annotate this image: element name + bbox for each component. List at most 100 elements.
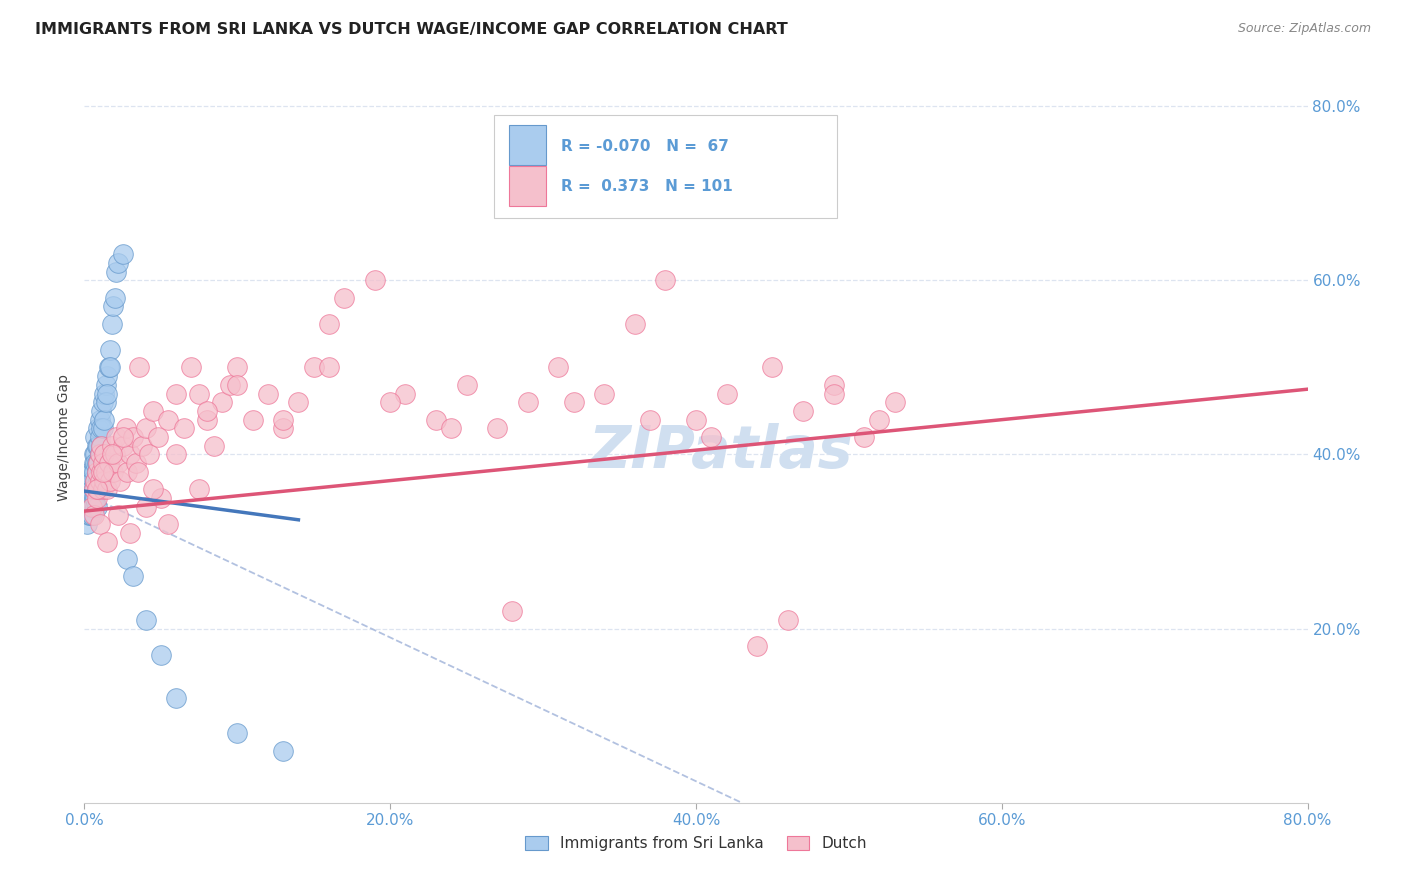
Point xyxy=(86,439,108,453)
Point xyxy=(120,448,142,462)
Point xyxy=(226,360,249,375)
Point xyxy=(79,483,101,497)
Point xyxy=(96,369,118,384)
Point xyxy=(101,317,124,331)
Point xyxy=(98,474,121,488)
Text: Source: ZipAtlas.com: Source: ZipAtlas.com xyxy=(1237,22,1371,36)
Point xyxy=(104,448,127,462)
Point xyxy=(135,421,157,435)
Point xyxy=(90,465,112,479)
Point xyxy=(869,412,891,426)
Legend: Immigrants from Sri Lanka, Dutch: Immigrants from Sri Lanka, Dutch xyxy=(519,830,873,857)
Point xyxy=(79,465,101,479)
Point xyxy=(83,508,105,523)
Point xyxy=(84,430,107,444)
Point xyxy=(83,456,105,470)
Point xyxy=(761,360,783,375)
Point xyxy=(122,569,145,583)
Point xyxy=(96,534,118,549)
Text: R =  0.373   N = 101: R = 0.373 N = 101 xyxy=(561,179,733,194)
Point xyxy=(149,491,172,505)
Point xyxy=(107,256,129,270)
Point xyxy=(84,474,107,488)
Point xyxy=(486,421,509,435)
Point xyxy=(80,474,103,488)
Point xyxy=(83,483,105,497)
Point xyxy=(103,300,125,314)
Point xyxy=(80,500,103,514)
Point xyxy=(593,386,616,401)
Point xyxy=(188,386,211,401)
Bar xyxy=(509,166,546,206)
Point xyxy=(128,360,150,375)
Point xyxy=(547,360,569,375)
Point xyxy=(101,448,124,462)
Point xyxy=(86,465,108,479)
Point xyxy=(142,483,165,497)
Point xyxy=(111,430,134,444)
Point xyxy=(86,483,108,497)
Point xyxy=(747,639,769,653)
Point xyxy=(115,552,138,566)
Point xyxy=(83,465,105,479)
Point xyxy=(89,430,111,444)
Point xyxy=(83,448,105,462)
Point xyxy=(127,465,149,479)
Point xyxy=(84,474,107,488)
Point xyxy=(157,412,180,426)
FancyBboxPatch shape xyxy=(494,115,837,218)
Point xyxy=(195,412,218,426)
Point xyxy=(180,360,202,375)
Point xyxy=(364,273,387,287)
Point xyxy=(76,491,98,505)
Point xyxy=(242,412,264,426)
Point xyxy=(125,456,148,470)
Point xyxy=(84,448,107,462)
Text: R = -0.070   N =  67: R = -0.070 N = 67 xyxy=(561,139,730,154)
Point xyxy=(96,386,118,401)
Point xyxy=(149,648,172,662)
Point xyxy=(87,456,110,470)
Point xyxy=(80,508,103,523)
Point xyxy=(83,491,105,505)
Point xyxy=(84,491,107,505)
Point xyxy=(257,386,280,401)
Point xyxy=(86,491,108,505)
Point xyxy=(142,404,165,418)
Point xyxy=(318,360,340,375)
Point xyxy=(188,483,211,497)
Point xyxy=(173,421,195,435)
Point xyxy=(111,247,134,261)
Point xyxy=(90,439,112,453)
Point xyxy=(77,508,100,523)
Point xyxy=(202,439,225,453)
Point xyxy=(90,439,112,453)
Point xyxy=(226,377,249,392)
Point xyxy=(87,474,110,488)
Point xyxy=(685,412,707,426)
Point xyxy=(107,508,129,523)
Point xyxy=(86,500,108,514)
Point xyxy=(700,430,723,444)
Text: IMMIGRANTS FROM SRI LANKA VS DUTCH WAGE/INCOME GAP CORRELATION CHART: IMMIGRANTS FROM SRI LANKA VS DUTCH WAGE/… xyxy=(35,22,787,37)
Point xyxy=(77,500,100,514)
Point xyxy=(380,395,402,409)
Bar xyxy=(509,125,546,165)
Point xyxy=(195,404,218,418)
Point xyxy=(104,291,127,305)
Point xyxy=(80,491,103,505)
Point xyxy=(165,691,187,706)
Point xyxy=(211,395,233,409)
Point xyxy=(98,360,121,375)
Point xyxy=(103,465,125,479)
Point xyxy=(86,456,108,470)
Point xyxy=(79,508,101,523)
Point xyxy=(87,483,110,497)
Point xyxy=(624,317,647,331)
Point xyxy=(89,517,111,532)
Point xyxy=(638,412,661,426)
Point xyxy=(823,386,845,401)
Point xyxy=(89,448,111,462)
Point xyxy=(93,386,115,401)
Point xyxy=(84,500,107,514)
